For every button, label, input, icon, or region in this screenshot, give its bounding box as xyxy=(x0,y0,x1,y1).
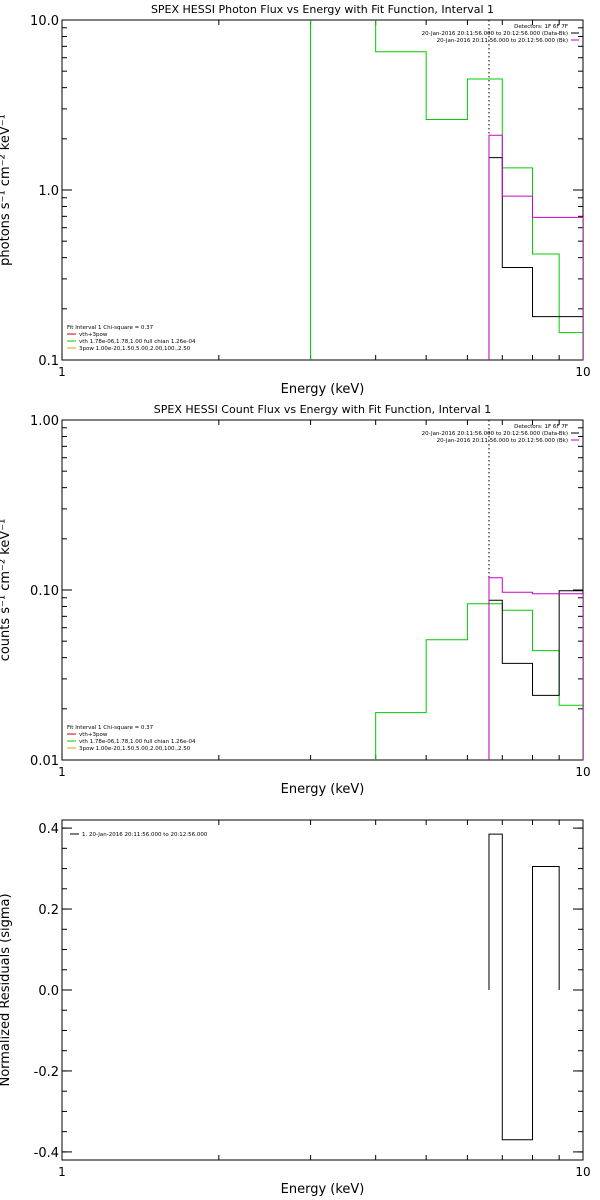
y-tick-label: 0.2 xyxy=(38,903,59,918)
y-tick-label: 1.00 xyxy=(30,414,59,429)
detector-legend-item: Detectors: 1F 6F 7F xyxy=(514,424,568,430)
y-tick-label: -0.4 xyxy=(34,1146,59,1161)
y-axis-label: Normalized Residuals (sigma) xyxy=(0,893,13,1086)
y-tick-label: 10.0 xyxy=(30,14,59,29)
fit-legend-item: vth 1.78e-06,1.78,1.00 full chian 1.26e-… xyxy=(79,339,196,345)
x-tick-label: 10 xyxy=(575,765,590,779)
y-tick-label: 0.01 xyxy=(30,754,59,769)
x-tick-label: 1 xyxy=(58,365,66,379)
x-axis-label: Energy (keV) xyxy=(281,382,365,397)
detector-legend-item: 20-Jan-2016 20:11:56.000 to 20:12:56.000… xyxy=(437,38,568,44)
fit-legend-item: 3pow 1.00e-20,1.50,5.00,2.00,100.,2.50 xyxy=(79,346,191,352)
y-axis-label: counts s⁻¹ cm⁻² keV⁻¹ xyxy=(0,519,13,662)
y-axis-label: photons s⁻¹ cm⁻² keV⁻¹ xyxy=(0,114,13,266)
detector-legend-item: 20-Jan-2016 20:11:56.000 to 20:12:56.000… xyxy=(422,31,568,37)
data-area xyxy=(375,577,583,760)
y-tick-label: 0.0 xyxy=(38,984,59,999)
fit-legend-item: 3pow 1.00e-20,1.50,5.00,2.00,100.,2.50 xyxy=(79,746,191,752)
y-tick-label: 0.10 xyxy=(30,584,59,599)
chart-panel-1: SPEX HESSI Photon Flux vs Energy with Fi… xyxy=(0,3,591,397)
x-tick-label: 10 xyxy=(575,365,590,379)
y-tick-label: 0.1 xyxy=(38,354,59,369)
detector-legend-item: 20-Jan-2016 20:11:56.000 to 20:12:56.000… xyxy=(422,431,568,437)
plot-frame xyxy=(61,19,584,361)
series-1-line xyxy=(375,603,583,760)
series-3-line xyxy=(488,577,583,760)
residual-legend-item: 1. 20-Jan-2016 20:11:56.000 to 20:12:56.… xyxy=(82,832,208,838)
fit-legend-item: vth+3pow xyxy=(79,732,108,738)
y-tick-label: 0.4 xyxy=(38,822,59,837)
y-tick-label: -0.2 xyxy=(34,1065,59,1080)
x-tick-label: 10 xyxy=(575,1165,590,1179)
series-2-line xyxy=(488,590,583,760)
chart-title: SPEX HESSI Count Flux vs Energy with Fit… xyxy=(154,403,491,416)
plot-frame xyxy=(61,819,584,1161)
series-2-line xyxy=(488,157,583,360)
data-area xyxy=(310,20,583,360)
fit-legend-item: vth+3pow xyxy=(79,332,108,338)
series-1-line xyxy=(310,20,583,360)
data-area xyxy=(488,833,560,1141)
fit-legend-item: vth 1.78e-06,1.78,1.00 full chian 1.26e-… xyxy=(79,739,196,745)
plot-frame xyxy=(61,419,584,761)
x-tick-label: 1 xyxy=(58,765,66,779)
x-axis-label: Energy (keV) xyxy=(281,1182,365,1197)
x-axis-label: Energy (keV) xyxy=(281,782,365,797)
chart-title: SPEX HESSI Photon Flux vs Energy with Fi… xyxy=(151,3,494,16)
chart-panel-3: 1 10 Energy (keV) 0.4 0.2 0.0 -0.2 -0.4 Normaliz… xyxy=(0,819,591,1197)
detector-legend-item: 20-Jan-2016 20:11:56.000 to 20:12:56.000… xyxy=(437,438,568,444)
fit-legend-item: Fit Interval 1 Chi-square = 0.37 xyxy=(67,725,154,731)
x-tick-label: 1 xyxy=(58,1165,66,1179)
detector-legend-item: Detectors: 1F 6F 7F xyxy=(514,24,568,30)
y-tick-label: 1.0 xyxy=(38,184,59,199)
series-3-line xyxy=(488,134,583,360)
series-1-line xyxy=(488,833,560,1141)
fit-legend-item: Fit Interval 1 Chi-square = 0.37 xyxy=(67,325,154,331)
chart-panel-2: SPEX HESSI Count Flux vs Energy with Fit… xyxy=(0,403,591,797)
